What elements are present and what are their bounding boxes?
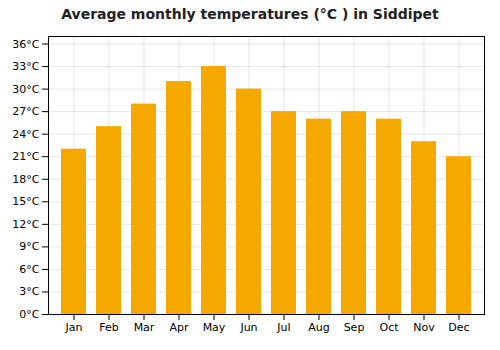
svg-text:Sep: Sep xyxy=(344,321,365,334)
svg-text:Nov: Nov xyxy=(413,321,435,334)
svg-text:Aug: Aug xyxy=(308,321,329,334)
svg-text:33°C: 33°C xyxy=(12,60,39,73)
svg-text:36°C: 36°C xyxy=(12,38,39,51)
svg-text:May: May xyxy=(203,321,226,334)
svg-text:9°C: 9°C xyxy=(19,240,39,253)
svg-text:15°C: 15°C xyxy=(12,195,39,208)
svg-text:Feb: Feb xyxy=(99,321,118,334)
svg-text:21°C: 21°C xyxy=(12,150,39,163)
svg-text:Jul: Jul xyxy=(276,321,290,334)
svg-text:Oct: Oct xyxy=(379,321,399,334)
html-text:Average monthly temperatures (: Average monthly temperatures (°C ) in Si… xyxy=(61,6,439,22)
svg-text:27°C: 27°C xyxy=(12,105,39,118)
svg-text:Mar: Mar xyxy=(134,321,155,334)
svg-text:Jun: Jun xyxy=(239,321,257,334)
svg-text:Dec: Dec xyxy=(448,321,469,334)
svg-text:30°C: 30°C xyxy=(12,83,39,96)
svg-text:3°C: 3°C xyxy=(19,285,39,298)
svg-text:12°C: 12°C xyxy=(12,218,39,231)
svg-text:Apr: Apr xyxy=(169,321,189,334)
svg-text:0°C: 0°C xyxy=(19,308,39,321)
svg-text:6°C: 6°C xyxy=(19,263,39,276)
svg-text:Jan: Jan xyxy=(65,321,83,334)
svg-text:24°C: 24°C xyxy=(12,128,39,141)
svg-text:18°C: 18°C xyxy=(12,173,39,186)
